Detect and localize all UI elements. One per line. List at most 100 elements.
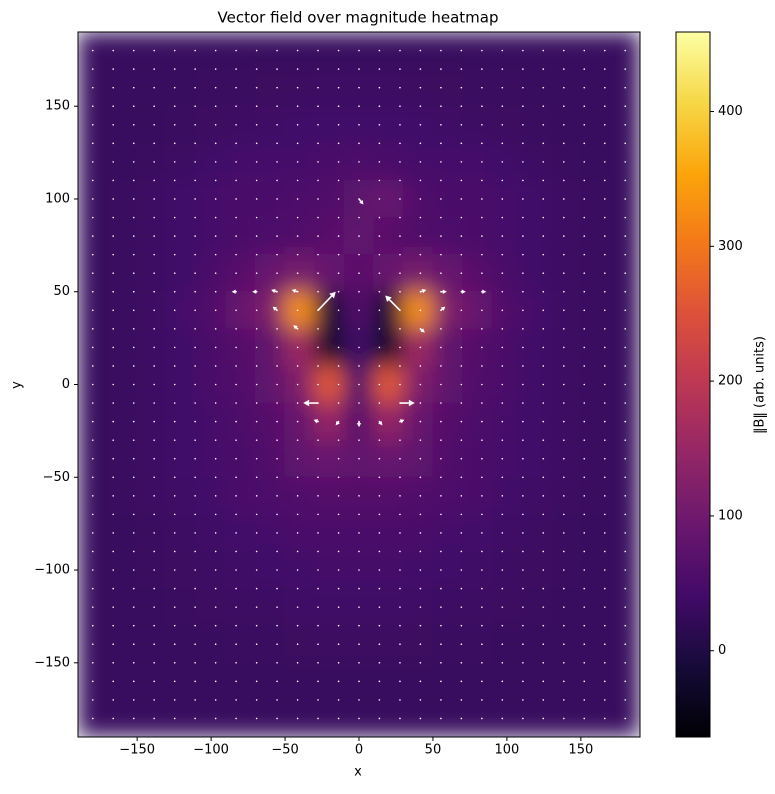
quiver-dot	[440, 681, 442, 683]
quiver-dot	[563, 328, 565, 330]
quiver-dot	[461, 254, 463, 256]
quiver-dot	[153, 50, 155, 52]
quiver-dot	[235, 643, 237, 645]
quiver-dot	[624, 532, 626, 534]
quiver-dot	[624, 347, 626, 349]
quiver-dot	[194, 681, 196, 683]
quiver-dot	[522, 347, 524, 349]
quiver-dot	[112, 124, 114, 126]
quiver-dot	[338, 384, 340, 386]
heat-cell	[137, 477, 168, 515]
quiver-dot	[583, 421, 585, 423]
quiver-dot	[174, 699, 176, 701]
quiver-dot	[481, 254, 483, 256]
quiver-dot	[604, 532, 606, 534]
quiver-dot	[399, 198, 401, 200]
quiver-dot	[420, 476, 422, 478]
quiver-dot	[604, 50, 606, 52]
quiver-dot	[563, 254, 565, 256]
quiver-dot	[174, 143, 176, 145]
heat-cell	[521, 328, 552, 366]
heat-cell	[492, 365, 523, 403]
quiver-dot	[563, 643, 565, 645]
quiver-dot	[481, 161, 483, 163]
quiver-dot	[420, 272, 422, 274]
quiver-dot	[399, 384, 401, 386]
heat-cell	[462, 551, 493, 589]
quiver-dot	[583, 291, 585, 293]
heat-cell	[403, 699, 434, 737]
quiver-dot	[399, 606, 401, 608]
quiver-dot	[276, 439, 278, 441]
heat-cell	[462, 291, 493, 329]
quiver-dot	[563, 50, 565, 52]
quiver-dot	[92, 458, 94, 460]
quiver-dot	[399, 458, 401, 460]
quiver-dot	[502, 87, 504, 89]
quiver-dot	[276, 161, 278, 163]
quiver-dot	[297, 532, 299, 534]
quiver-dot	[92, 532, 94, 534]
heat-cell	[196, 365, 227, 403]
heat-cell	[137, 69, 168, 107]
quiver-dot	[112, 662, 114, 664]
x-axis-label: x	[354, 765, 362, 780]
quiver-dot	[174, 328, 176, 330]
quiver-dot	[338, 124, 340, 126]
quiver-dot	[542, 384, 544, 386]
quiver-dot	[215, 161, 217, 163]
quiver-dot	[297, 217, 299, 219]
quiver-dot	[542, 291, 544, 293]
heat-cell	[137, 403, 168, 441]
quiver-dot	[604, 439, 606, 441]
heat-cell	[432, 328, 463, 366]
heat-cell	[432, 365, 463, 403]
quiver-dot	[379, 87, 381, 89]
heat-cell	[551, 365, 582, 403]
quiver-dot	[235, 569, 237, 571]
quiver-dot	[297, 588, 299, 590]
x-tick-label: −150	[119, 743, 155, 758]
quiver-dot	[235, 143, 237, 145]
heat-cell	[521, 69, 552, 107]
heat-cell	[285, 440, 316, 478]
quiver-dot	[583, 347, 585, 349]
heat-cell	[403, 217, 434, 255]
y-tick-label: −150	[34, 655, 70, 670]
quiver-dot	[235, 384, 237, 386]
quiver-dot	[379, 50, 381, 52]
quiver-dot	[440, 143, 442, 145]
heat-cell	[521, 699, 552, 737]
quiver-dot	[563, 365, 565, 367]
quiver-dot	[624, 606, 626, 608]
heat-cell	[196, 477, 227, 515]
quiver-dot	[583, 161, 585, 163]
heat-cell	[551, 291, 582, 329]
quiver-dot	[583, 217, 585, 219]
quiver-dot	[194, 217, 196, 219]
quiver-dot	[420, 347, 422, 349]
quiver-dot	[317, 718, 319, 720]
quiver-dot	[194, 514, 196, 516]
quiver-dot	[235, 198, 237, 200]
quiver-dot	[133, 643, 135, 645]
quiver-dot	[379, 365, 381, 367]
quiver-dot	[399, 365, 401, 367]
heat-cell	[255, 143, 286, 181]
heat-cell	[225, 477, 256, 515]
x-tick-label: −100	[193, 743, 229, 758]
quiver-dot	[112, 291, 114, 293]
quiver-dot	[542, 365, 544, 367]
quiver-dot	[624, 495, 626, 497]
quiver-dot	[583, 458, 585, 460]
quiver-dot	[112, 681, 114, 683]
arrow-shaft	[420, 329, 421, 330]
heat-cell	[255, 69, 286, 107]
quiver-dot	[379, 161, 381, 163]
quiver-dot	[92, 421, 94, 423]
quiver-dot	[317, 643, 319, 645]
heat-cell	[521, 477, 552, 515]
quiver-dot	[317, 217, 319, 219]
quiver-dot	[174, 272, 176, 274]
heat-cell	[492, 625, 523, 663]
